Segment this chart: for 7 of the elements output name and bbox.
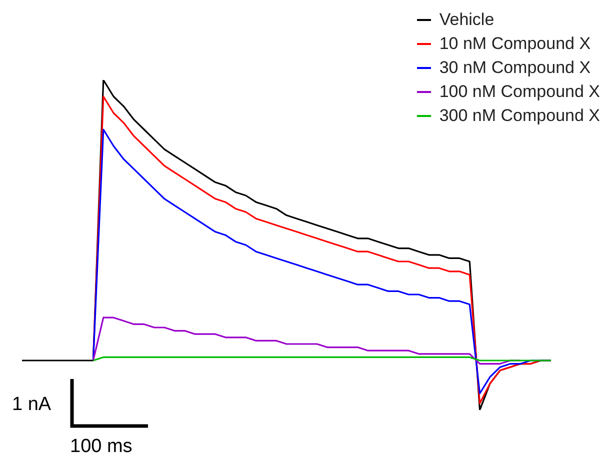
text: 100 ms (70, 436, 132, 458)
legend-label: 10 nM Compound X (439, 33, 591, 55)
legend-label: 30 nM Compound X (439, 57, 591, 79)
annotation: 1 nA (12, 394, 52, 416)
legend-label: 300 nM Compound X (439, 105, 600, 127)
legend-label: 100 nM Compound X (439, 81, 600, 103)
legend-label: Vehicle (439, 9, 494, 31)
